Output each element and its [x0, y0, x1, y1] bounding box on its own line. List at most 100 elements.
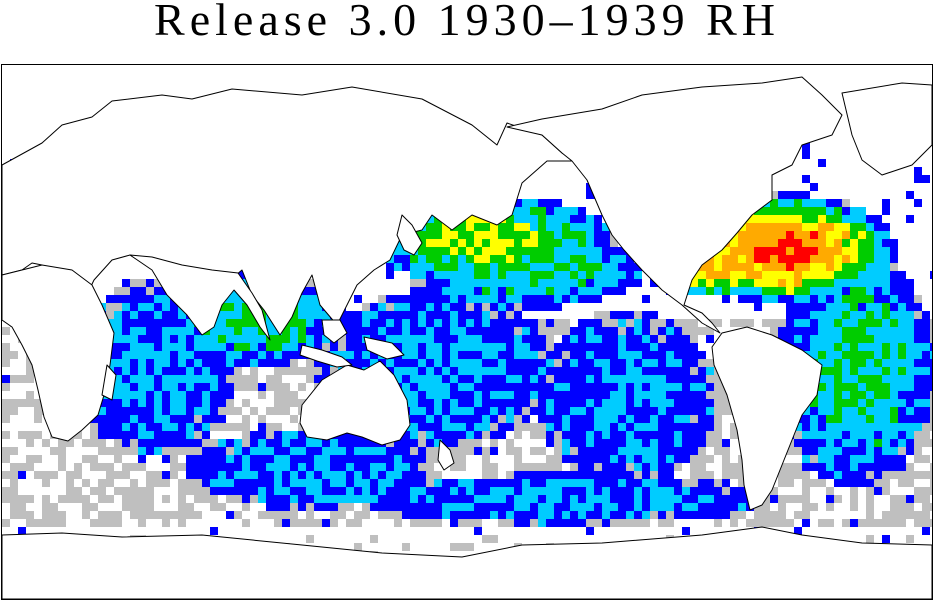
coverage-cell — [490, 311, 498, 319]
coverage-cell — [570, 471, 578, 479]
coverage-cell — [818, 391, 826, 399]
coverage-cell — [578, 415, 586, 423]
coverage-cell — [338, 335, 346, 343]
coverage-cell — [778, 223, 786, 231]
coverage-cell — [346, 335, 354, 343]
coverage-cell — [850, 423, 858, 431]
coverage-cell — [546, 327, 554, 335]
coverage-cell — [618, 415, 626, 423]
coverage-cell — [146, 359, 154, 367]
coverage-cell — [506, 359, 514, 367]
coverage-cell — [386, 471, 394, 479]
coverage-cell — [810, 463, 818, 471]
coverage-cell — [242, 415, 250, 423]
coverage-cell — [130, 351, 138, 359]
coverage-cell — [426, 391, 434, 399]
coverage-cell — [554, 343, 562, 351]
coverage-cell — [834, 295, 842, 303]
coverage-cell — [450, 415, 458, 423]
coverage-cell — [402, 487, 410, 495]
coverage-cell — [914, 359, 922, 367]
coverage-cell — [682, 439, 690, 447]
coverage-cell — [186, 319, 194, 327]
coverage-cell — [154, 287, 162, 295]
coverage-cell — [594, 271, 602, 279]
coverage-cell — [650, 407, 658, 415]
coverage-cell — [882, 287, 890, 295]
coverage-cell — [546, 335, 554, 343]
coverage-cell — [674, 375, 682, 383]
coverage-cell — [442, 295, 450, 303]
coverage-cell — [338, 439, 346, 447]
coverage-cell — [642, 495, 650, 503]
coverage-cell — [170, 511, 178, 519]
coverage-cell — [106, 447, 114, 455]
coverage-cell — [266, 319, 274, 327]
coverage-cell — [642, 463, 650, 471]
coverage-cell — [658, 463, 666, 471]
coverage-cell — [26, 455, 34, 463]
coverage-cell — [570, 279, 578, 287]
coverage-cell — [346, 311, 354, 319]
coverage-cell — [706, 263, 714, 271]
coverage-cell — [730, 487, 738, 495]
coverage-cell — [586, 319, 594, 327]
coverage-cell — [562, 351, 570, 359]
coverage-cell — [658, 391, 666, 399]
coverage-cell — [458, 231, 466, 239]
coverage-cell — [554, 223, 562, 231]
coverage-cell — [234, 351, 242, 359]
coverage-cell — [914, 351, 922, 359]
coverage-cell — [506, 303, 514, 311]
coverage-cell — [674, 335, 682, 343]
coverage-cell — [474, 479, 482, 487]
coverage-cell — [442, 351, 450, 359]
coverage-cell — [450, 455, 458, 463]
coverage-cell — [154, 511, 162, 519]
coverage-cell — [362, 319, 370, 327]
coverage-cell — [802, 247, 810, 255]
coverage-cell — [530, 271, 538, 279]
coverage-cell — [698, 455, 706, 463]
coverage-cell — [714, 423, 722, 431]
coverage-cell — [738, 463, 746, 471]
coverage-cell — [538, 207, 546, 215]
coverage-cell — [890, 511, 898, 519]
coverage-cell — [626, 423, 634, 431]
coverage-cell — [770, 207, 778, 215]
coverage-cell — [266, 327, 274, 335]
coverage-cell — [858, 287, 866, 295]
coverage-cell — [546, 223, 554, 231]
coverage-cell — [786, 471, 794, 479]
coverage-cell — [706, 359, 714, 367]
coverage-cell — [682, 343, 690, 351]
coverage-cell — [778, 511, 786, 519]
coverage-cell — [466, 487, 474, 495]
coverage-cell — [218, 399, 226, 407]
coverage-cell — [322, 311, 330, 319]
coverage-cell — [626, 391, 634, 399]
coverage-cell — [674, 319, 682, 327]
coverage-cell — [146, 327, 154, 335]
coverage-cell — [834, 223, 842, 231]
coverage-cell — [866, 359, 874, 367]
coverage-cell — [802, 447, 810, 455]
coverage-cell — [146, 503, 154, 511]
coverage-cell — [650, 319, 658, 327]
coverage-cell — [2, 431, 10, 439]
coverage-cell — [394, 359, 402, 367]
coverage-cell — [626, 335, 634, 343]
coverage-cell — [210, 335, 218, 343]
coverage-cell — [442, 239, 450, 247]
coverage-cell — [650, 463, 658, 471]
coverage-cell — [690, 447, 698, 455]
coverage-cell — [114, 375, 122, 383]
coverage-cell — [834, 455, 842, 463]
coverage-cell — [586, 247, 594, 255]
coverage-cell — [122, 487, 130, 495]
coverage-cell — [154, 359, 162, 367]
coverage-cell — [594, 319, 602, 327]
coverage-cell — [226, 471, 234, 479]
coverage-cell — [290, 415, 298, 423]
coverage-cell — [754, 223, 762, 231]
